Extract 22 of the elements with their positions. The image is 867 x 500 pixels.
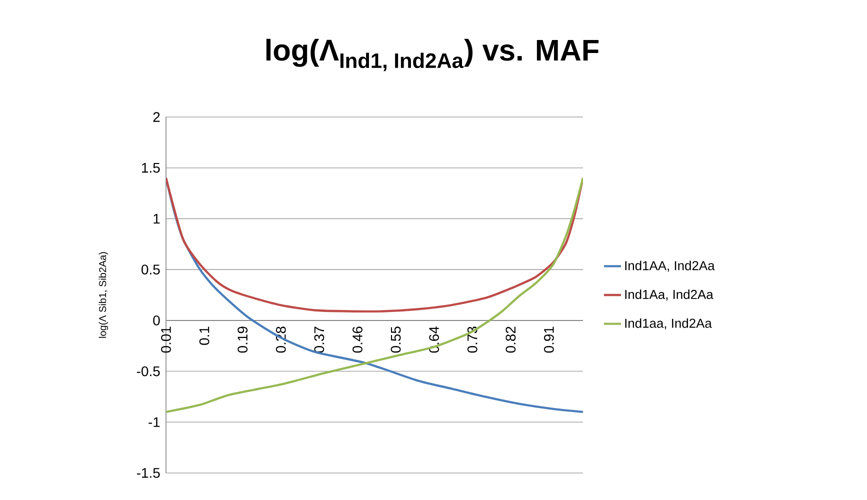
- legend-label: Ind1Aa, Ind2Aa: [625, 290, 714, 301]
- y-tick-label: 1.5: [142, 162, 160, 173]
- x-tick-label: 0.82: [506, 326, 516, 353]
- x-tick-label: 0.37: [314, 326, 324, 353]
- x-tick-label: 0.91: [544, 326, 554, 353]
- x-tick-label: 0.01: [161, 326, 171, 353]
- x-tick-label: 0.19: [238, 326, 248, 353]
- y-tick-label: 1: [154, 214, 160, 224]
- y-tick-label: 0: [153, 315, 160, 326]
- y-tick-label: -1: [148, 417, 160, 427]
- chart-title: $\text{\textbf{log(Λ}}_{\text{\textbf{Ind1, Ind2Aa}}}\text{\textbf{) vs. MAF}}$: [266, 38, 599, 72]
- legend-label: Ind1aa, Ind2Aa: [625, 318, 712, 330]
- y-tick-label: 2: [153, 112, 160, 122]
- y-tick-label: -1.5: [136, 468, 160, 478]
- x-tick-label: 0.1: [199, 326, 210, 345]
- line-series: [166, 176, 583, 312]
- y-axis-title: log(Λ Sib1, Sib2Aa): [98, 252, 108, 338]
- x-tick-label: 0.55: [390, 326, 401, 353]
- x-tick-label: 0.46: [352, 326, 362, 353]
- legend-label: Ind1AA, Ind2Aa: [625, 260, 715, 272]
- y-tick-label: 0.5: [142, 264, 160, 274]
- y-tick-label: -0.5: [136, 366, 160, 376]
